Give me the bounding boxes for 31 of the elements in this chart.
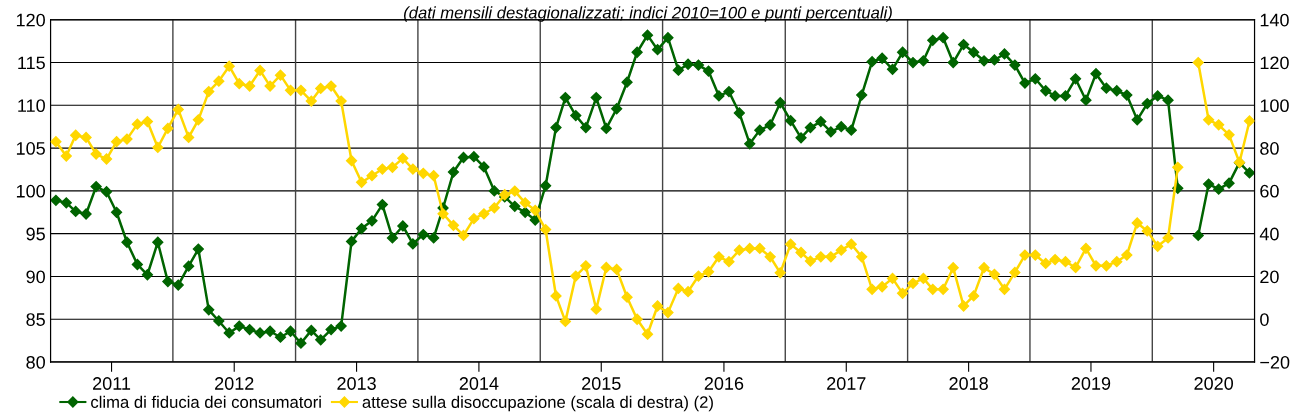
- x-tick-label: 2012: [215, 377, 254, 390]
- y-tick-label: 110: [18, 99, 45, 113]
- chart-subtitle: (dati mensili destagionalizzati; indici 2010=100 e punti percentuali): [403, 6, 892, 22]
- x-tick-label: 2014: [459, 377, 499, 390]
- y-tick-label: 105: [16, 142, 45, 155]
- y2-tick-label: 140: [1260, 13, 1289, 27]
- y2-tick-label: 80: [1260, 142, 1279, 155]
- legend-label: clima di fiducia dei consumatori: [91, 395, 321, 409]
- y-tick-label: 120: [16, 13, 45, 27]
- legend-label: attese sulla disoccupazione (scala di destra) (2): [362, 395, 713, 412]
- y2-tick-label: 120: [1260, 56, 1289, 70]
- x-tick-label: 2016: [704, 377, 744, 390]
- y2-tick-label: 20: [1260, 270, 1279, 284]
- y-tick-label: 115: [18, 56, 45, 70]
- y-tick-label: 85: [26, 313, 45, 326]
- y2-tick-label: 40: [1259, 227, 1279, 241]
- x-tick-label: 2018: [949, 377, 988, 390]
- y2-tick-label: 0: [1260, 313, 1269, 326]
- x-tick-label: 2019: [1071, 377, 1111, 390]
- x-tick-label: 2020: [1194, 377, 1234, 390]
- y-tick-label: 100: [16, 184, 45, 198]
- x-tick-label: 2013: [337, 377, 376, 390]
- x-tick-label: 2017: [827, 377, 866, 390]
- x-tick-label: 2011: [93, 377, 131, 390]
- y2-tick-label: 60: [1260, 184, 1279, 198]
- x-tick-label: 2015: [582, 377, 621, 390]
- y-tick-label: 80: [26, 355, 45, 369]
- y2-tick-label: −20: [1260, 355, 1290, 369]
- y-tick-label: 90: [26, 270, 45, 284]
- y2-tick-label: 100: [1260, 99, 1289, 113]
- y-tick-label: 95: [26, 227, 45, 241]
